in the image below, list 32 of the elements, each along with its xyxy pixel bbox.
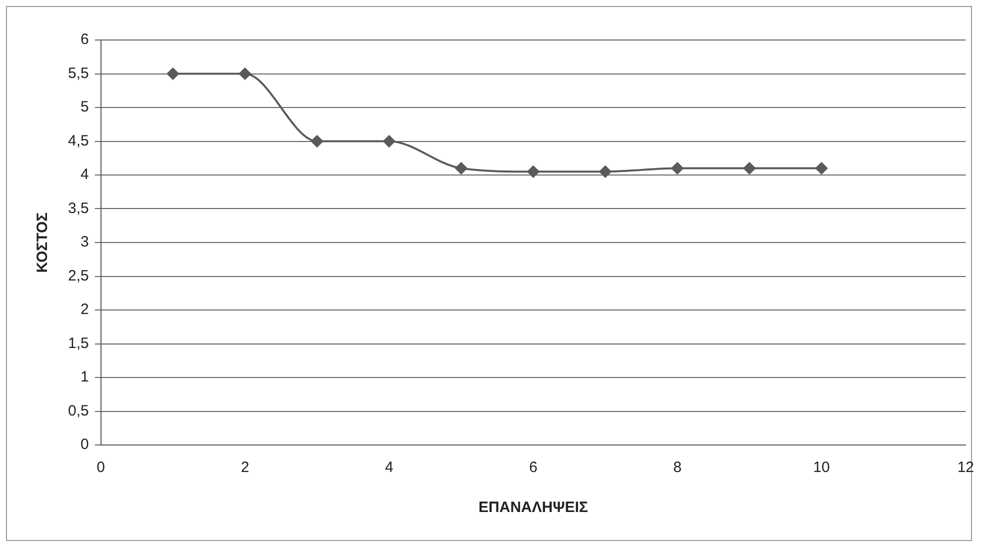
point [599, 166, 612, 178]
point [455, 162, 468, 174]
x-tick-label: 12 [957, 459, 974, 476]
x-tick-label: 8 [673, 459, 682, 476]
y-tick-label: 4 [80, 166, 89, 184]
x-tick-label: 4 [384, 459, 394, 476]
y-tick-label: 1 [80, 368, 89, 386]
y-axis-title: ΚΟΣΤΟΣ [34, 212, 52, 273]
y-tick-label: 1,5 [68, 334, 89, 352]
point [311, 135, 324, 148]
point [743, 162, 756, 174]
y-tick-label: 3 [80, 234, 89, 251]
y-tick-label: 4,5 [68, 132, 89, 150]
y-tick-label: 5,5 [68, 64, 89, 82]
y-tick-label: 6 [80, 31, 89, 48]
x-tick-label: 6 [529, 459, 538, 476]
x-axis-title: ΕΠΑΝΑΛΗΨΕΙΣ [478, 499, 588, 516]
point [671, 162, 684, 174]
point [383, 135, 396, 148]
y-tick-label: 3,5 [68, 200, 89, 217]
point [238, 68, 251, 80]
point [527, 166, 540, 178]
point [166, 68, 179, 80]
y-tick-label: 0 [80, 436, 89, 454]
y-tick-label: 2,5 [68, 267, 89, 284]
y-tick-label: 2 [80, 301, 89, 318]
point [816, 162, 828, 174]
y-tick-label: 0,5 [68, 402, 89, 420]
x-tick-label: 10 [813, 459, 830, 476]
x-tick-label: 0 [96, 459, 106, 476]
x-tick-label: 2 [240, 459, 250, 476]
y-tick-label: 5 [80, 98, 89, 116]
